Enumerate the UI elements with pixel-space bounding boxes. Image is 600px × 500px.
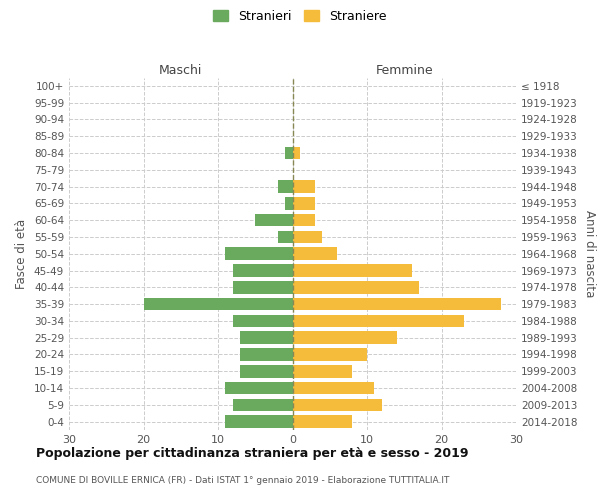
Bar bbox=[241, 332, 293, 344]
Bar bbox=[293, 348, 367, 361]
Bar bbox=[285, 146, 293, 160]
Bar bbox=[293, 214, 315, 226]
Bar bbox=[226, 248, 293, 260]
Text: Femmine: Femmine bbox=[376, 64, 433, 78]
Bar bbox=[293, 281, 419, 293]
Bar bbox=[241, 348, 293, 361]
Y-axis label: Fasce di età: Fasce di età bbox=[16, 218, 28, 289]
Bar bbox=[233, 314, 293, 327]
Text: Popolazione per cittadinanza straniera per età e sesso - 2019: Popolazione per cittadinanza straniera p… bbox=[36, 448, 469, 460]
Bar bbox=[293, 365, 352, 378]
Bar bbox=[293, 398, 382, 411]
Bar bbox=[293, 248, 337, 260]
Bar bbox=[293, 180, 315, 193]
Legend: Stranieri, Straniere: Stranieri, Straniere bbox=[209, 6, 391, 26]
Bar bbox=[255, 214, 293, 226]
Bar bbox=[293, 332, 397, 344]
Text: COMUNE DI BOVILLE ERNICA (FR) - Dati ISTAT 1° gennaio 2019 - Elaborazione TUTTIT: COMUNE DI BOVILLE ERNICA (FR) - Dati IST… bbox=[36, 476, 449, 485]
Bar bbox=[226, 416, 293, 428]
Bar bbox=[293, 197, 315, 209]
Bar bbox=[233, 281, 293, 293]
Bar bbox=[278, 180, 293, 193]
Bar bbox=[293, 146, 300, 160]
Bar bbox=[293, 382, 374, 394]
Bar bbox=[293, 230, 322, 243]
Bar bbox=[241, 365, 293, 378]
Text: Maschi: Maschi bbox=[159, 64, 202, 78]
Bar bbox=[226, 382, 293, 394]
Y-axis label: Anni di nascita: Anni di nascita bbox=[583, 210, 596, 298]
Bar bbox=[285, 197, 293, 209]
Bar bbox=[293, 314, 464, 327]
Bar bbox=[233, 398, 293, 411]
Bar bbox=[233, 264, 293, 277]
Bar bbox=[293, 416, 352, 428]
Bar bbox=[293, 298, 501, 310]
Bar bbox=[278, 230, 293, 243]
Bar bbox=[293, 264, 412, 277]
Bar bbox=[143, 298, 293, 310]
